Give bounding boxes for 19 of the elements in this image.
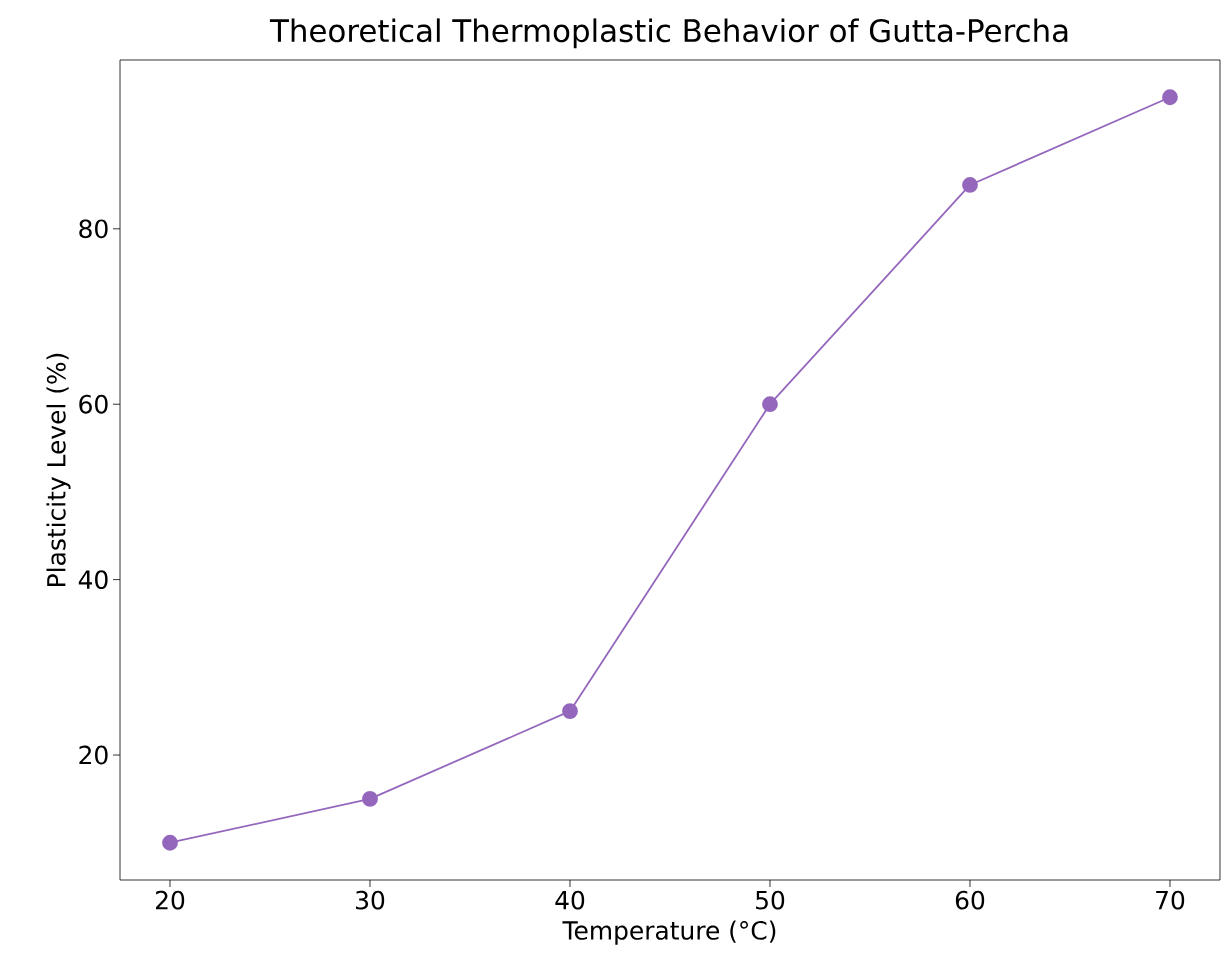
point [962, 177, 978, 193]
point [1162, 89, 1178, 106]
y-tick-label: 80 [79, 219, 108, 239]
x-tick-label: 70 [1156, 890, 1185, 910]
y-tick-label: 20 [79, 745, 108, 765]
point [562, 703, 578, 720]
y-tick-label: 60 [79, 394, 108, 414]
chart-title: Theoretical Thermoplastic Behavior of Gutta-Percha [269, 18, 1068, 49]
x-axis-title: Temperature (°C) [562, 920, 776, 945]
x-tick-label: 50 [756, 890, 785, 910]
x-tick-label: 40 [555, 890, 585, 910]
point [762, 396, 778, 413]
y-tick-label: 40 [78, 570, 108, 590]
y-axis-title: Plasticity Level (%) [46, 353, 71, 586]
x-tick-label: 60 [955, 890, 985, 910]
x-tick-label: 20 [155, 890, 185, 910]
point [162, 834, 178, 851]
point [362, 790, 378, 807]
x-tick-label: 30 [356, 890, 385, 910]
